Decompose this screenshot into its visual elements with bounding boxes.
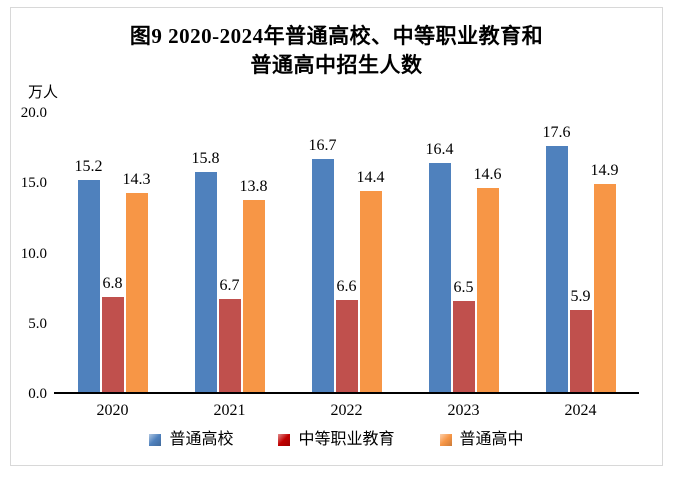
bar-value-label-regular-higher-education-2020: 15.2 xyxy=(74,157,103,175)
bar-group-2020: 15.2 6.8 14.3 xyxy=(54,113,171,392)
bar-regular-high-school-2020 xyxy=(125,192,148,392)
chart-legend: 普通高校 中等职业教育 普通高中 xyxy=(0,432,673,448)
bar-secondary-vocational-education-2021 xyxy=(218,298,241,392)
bar-regular-higher-education-2024 xyxy=(545,146,568,392)
bar-column-regular-higher-education-2022: 16.7 xyxy=(308,113,337,392)
bar-value-label-regular-higher-education-2022: 16.7 xyxy=(308,137,337,155)
bar-value-label-regular-high-school-2023: 14.6 xyxy=(473,166,502,184)
bar-value-label-regular-high-school-2022: 14.4 xyxy=(356,169,385,187)
bar-column-secondary-vocational-education-2024: 5.9 xyxy=(569,113,592,392)
bar-column-secondary-vocational-education-2023: 6.5 xyxy=(452,113,475,392)
bar-regular-higher-education-2023 xyxy=(428,163,451,392)
bar-value-label-regular-high-school-2024: 14.9 xyxy=(590,162,619,180)
bar-column-secondary-vocational-education-2020: 6.8 xyxy=(101,113,124,392)
bar-column-regular-high-school-2021: 13.8 xyxy=(239,113,268,392)
bar-group-2022: 16.7 6.6 14.4 xyxy=(288,113,405,392)
plot-area: 15.2 6.8 14.3 15.8 6.7 13.8 16.7 6.6 14.4 16.4 6.5… xyxy=(54,113,639,394)
legend-item-regular-higher-education: 普通高校 xyxy=(149,432,233,448)
bar-column-regular-high-school-2022: 14.4 xyxy=(356,113,385,392)
bar-column-regular-higher-education-2024: 17.6 xyxy=(542,113,571,392)
y-axis-tick-label: 20.0 xyxy=(20,105,47,121)
bar-value-label-regular-higher-education-2021: 15.8 xyxy=(191,149,220,167)
bar-value-label-secondary-vocational-education-2020: 6.8 xyxy=(102,275,123,293)
y-axis-tick-label: 0.0 xyxy=(28,386,47,402)
legend-label-regular-higher-education: 普通高校 xyxy=(169,431,234,448)
legend-item-regular-high-school: 普通高中 xyxy=(439,431,524,448)
legend-label-secondary-vocational-education: 中等职业教育 xyxy=(298,431,395,448)
bar-regular-high-school-2024 xyxy=(593,184,616,392)
bar-regular-higher-education-2020 xyxy=(77,179,100,392)
legend-swatch-icon-secondary-vocational-education xyxy=(278,434,291,446)
x-axis-label-2021: 2021 xyxy=(213,402,246,419)
x-axis-label-2022: 2022 xyxy=(330,402,363,419)
chart-title: 图9 2020-2024年普通高校、中等职业教育和 普通高中招生人数 xyxy=(0,22,673,80)
bar-group-2023: 16.4 6.5 14.6 xyxy=(405,113,522,392)
bar-regular-high-school-2022 xyxy=(359,191,382,392)
chart-title-line-1: 图9 2020-2024年普通高校、中等职业教育和 xyxy=(129,24,544,48)
bar-group-2021: 15.8 6.7 13.8 xyxy=(171,113,288,392)
y-axis-unit-label: 万人 xyxy=(28,85,59,101)
bar-column-secondary-vocational-education-2022: 6.6 xyxy=(335,113,358,392)
bar-secondary-vocational-education-2023 xyxy=(452,301,475,392)
bar-regular-higher-education-2021 xyxy=(194,171,217,392)
bar-column-regular-high-school-2020: 14.3 xyxy=(122,113,151,392)
legend-swatch-icon-regular-high-school xyxy=(439,434,452,446)
y-axis-tick-label: 5.0 xyxy=(28,315,47,332)
y-axis-tick-label: 15.0 xyxy=(20,175,47,192)
bar-value-label-regular-high-school-2021: 13.8 xyxy=(239,177,268,195)
y-axis: 20.0 15.0 10.0 5.0 0.0 xyxy=(0,105,47,402)
bar-column-regular-high-school-2024: 14.9 xyxy=(590,113,619,392)
x-axis-label-2024: 2024 xyxy=(564,402,597,419)
bar-column-regular-higher-education-2021: 15.8 xyxy=(191,113,220,392)
x-axis-label-2020: 2020 xyxy=(96,402,129,419)
bar-regular-high-school-2023 xyxy=(476,188,499,392)
bar-secondary-vocational-education-2024 xyxy=(569,309,592,392)
bar-regular-higher-education-2022 xyxy=(311,159,334,392)
bar-secondary-vocational-education-2022 xyxy=(335,299,358,392)
legend-item-secondary-vocational-education: 中等职业教育 xyxy=(278,431,395,448)
legend-label-regular-high-school: 普通高中 xyxy=(459,431,524,448)
bar-value-label-secondary-vocational-education-2021: 6.7 xyxy=(219,276,240,294)
bar-value-label-regular-higher-education-2023: 16.4 xyxy=(425,141,454,159)
bar-column-regular-high-school-2023: 14.6 xyxy=(473,113,502,392)
bar-column-secondary-vocational-education-2021: 6.7 xyxy=(218,113,241,392)
bar-value-label-secondary-vocational-education-2024: 5.9 xyxy=(570,287,591,305)
bar-value-label-regular-high-school-2020: 14.3 xyxy=(122,170,151,188)
bar-value-label-secondary-vocational-education-2023: 6.5 xyxy=(453,279,474,297)
bar-value-label-secondary-vocational-education-2022: 6.6 xyxy=(336,277,357,295)
bar-secondary-vocational-education-2020 xyxy=(101,297,124,392)
bar-group-2024: 17.6 5.9 14.9 xyxy=(522,113,639,392)
bar-column-regular-higher-education-2020: 15.2 xyxy=(74,113,103,392)
bar-regular-high-school-2021 xyxy=(242,199,265,392)
bar-value-label-regular-higher-education-2024: 17.6 xyxy=(542,124,571,142)
bar-column-regular-higher-education-2023: 16.4 xyxy=(425,113,454,392)
legend-swatch-icon-regular-higher-education xyxy=(149,434,162,446)
y-axis-tick-label: 10.0 xyxy=(20,245,47,262)
chart-title-line-2: 普通高中招生人数 xyxy=(250,53,423,77)
x-axis: 2020 2021 2022 2023 2024 xyxy=(54,402,639,420)
x-axis-label-2023: 2023 xyxy=(447,402,480,419)
